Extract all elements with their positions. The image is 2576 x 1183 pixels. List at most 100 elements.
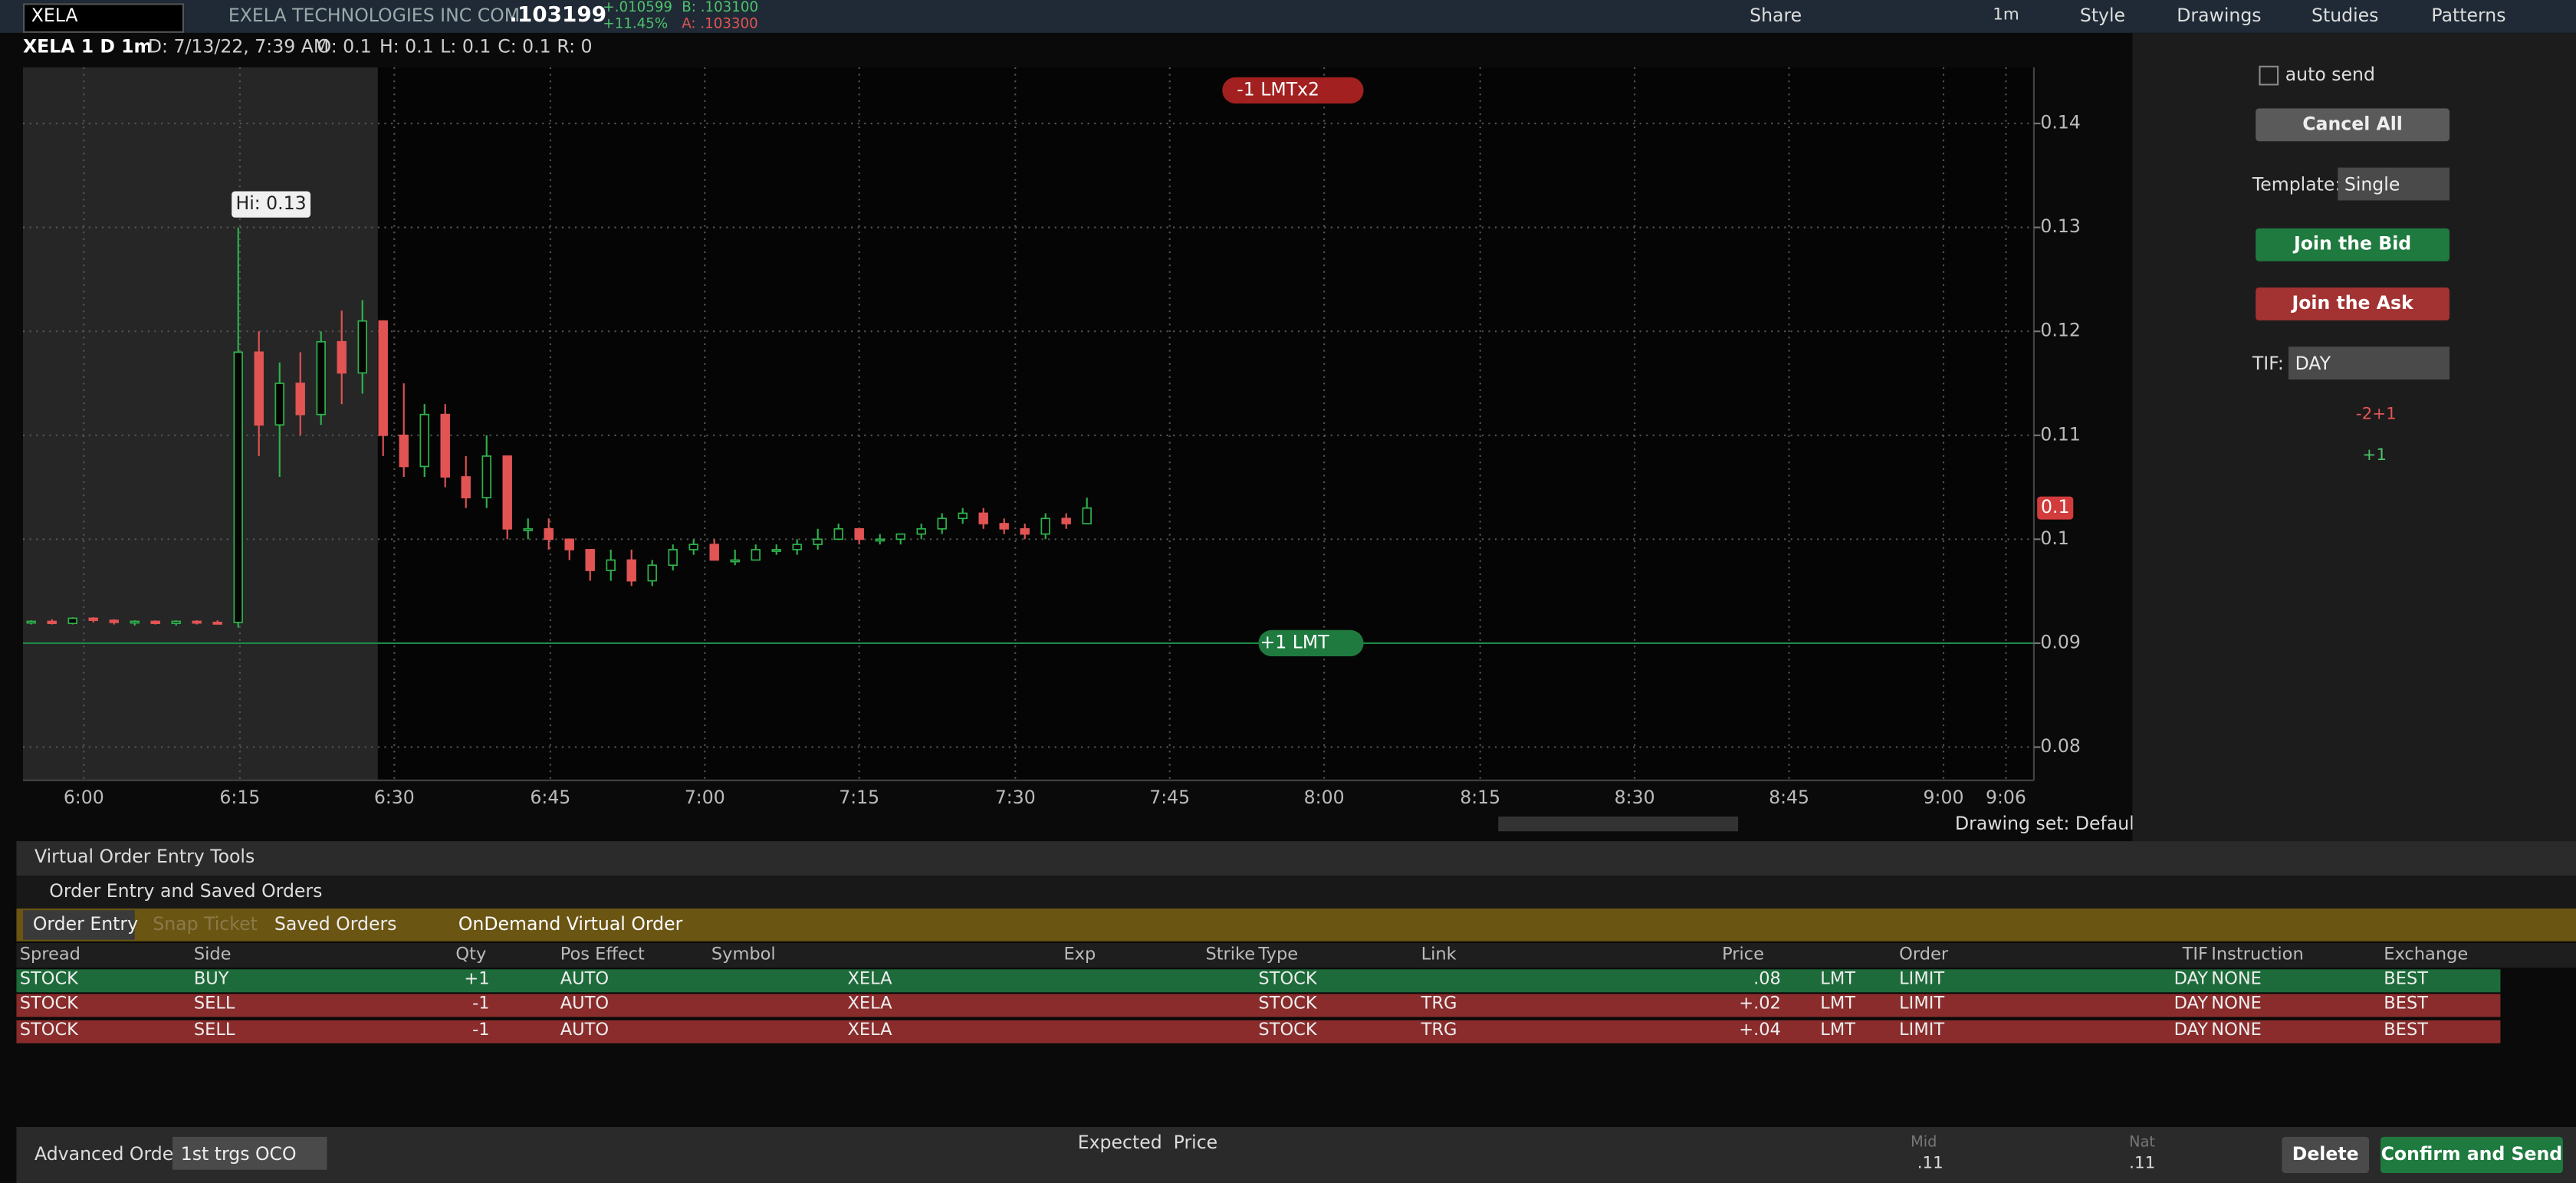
tab[interactable]: Order Entry [33,913,138,935]
sell-order-label: -1 LMTx2 [1237,78,1319,100]
nat-label: Nat [2129,1135,2155,1152]
candle-body [337,342,346,373]
mid-value: .11 [1917,1155,1944,1173]
column-header: Pos Effect [560,943,645,968]
cell-order: LIMIT [1899,993,1944,1017]
order-panel-title: Virtual Order Entry Tools [34,846,255,868]
tab[interactable]: Saved Orders [274,913,397,935]
candle-body [89,618,97,620]
candle-body [689,544,698,550]
y-tick-label: 0.1 [2040,527,2068,549]
candle-body [979,513,987,524]
cell-price-type: LMT [1820,1018,1855,1043]
bottom-bar [16,1127,2576,1183]
candle-body [1000,524,1008,529]
candle-body [627,560,636,580]
section-title[interactable]: Order Entry and Saved Orders [49,881,322,902]
confirm-button[interactable]: Confirm and Send [2380,1137,2563,1173]
column-header: Symbol [711,943,776,968]
buy-order-label: +1 LMT [1260,631,1330,652]
candle-body [68,618,77,623]
advanced-label: Advanced Order: [34,1143,186,1165]
cell-instruction: NONE [2211,968,2262,992]
auto-send-checkbox[interactable] [2259,66,2279,86]
column-header: Exp [1063,943,1096,968]
cell-side: BUY [194,968,229,992]
candle-body [213,623,222,624]
x-tick-label: 9:06 [1986,787,2026,808]
tif-label: TIF: [2252,353,2284,375]
cell-side: SELL [194,993,235,1017]
chart: Drawing set: Default 0.140.130.120.110.1… [0,0,2132,841]
x-tick-label: 7:30 [995,787,1036,808]
candle-body [524,529,532,531]
candle-body [275,383,284,425]
cell-price: +.02 [1739,993,1781,1017]
candle-body [48,621,56,623]
column-header: Type [1258,943,1298,968]
cell-qty: +1 [464,968,489,992]
delete-button[interactable]: Delete [2282,1137,2369,1173]
plot-area [378,67,2034,780]
candle-body [731,560,739,561]
auto-send-label: auto send [2285,64,2375,86]
candle-body [917,529,925,534]
ondemand[interactable]: OnDemand Virtual Order [458,913,682,935]
tab[interactable]: Snap Ticket [153,913,258,935]
cell-pos-effect: AUTO [560,993,609,1017]
candle-body [151,621,159,623]
candle-body [130,621,139,623]
patterns-button[interactable]: Patterns [2431,5,2505,26]
y-tick-label: 0.09 [2040,631,2080,652]
cell-symbol: XELA [847,993,892,1017]
candle-body [399,435,408,467]
candle-body [441,415,449,477]
join-ask-button[interactable]: Join the Ask [2256,288,2450,320]
candle-body [648,565,656,580]
cell-tif: DAY [2174,1018,2208,1043]
cell-symbol: XELA [847,1018,892,1043]
candle-body [938,518,946,529]
column-header: TIF [2183,943,2208,968]
tab-row [16,909,2576,941]
cell-exchange: BEST [2384,993,2428,1017]
x-tick-label: 6:00 [64,787,104,808]
cancel-all-button[interactable]: Cancel All [2256,108,2450,141]
candle-body [255,352,263,425]
cell-order: LIMIT [1899,1018,1944,1043]
cell-instruction: NONE [2211,993,2262,1017]
column-header: Side [194,943,232,968]
advanced-value: 1st trgs OCO [181,1143,297,1165]
cell-exchange: BEST [2384,968,2428,992]
cell-symbol: XELA [847,968,892,992]
position-2: +1 [2362,447,2387,465]
scrollbar[interactable] [1498,817,1738,831]
candle-body [958,513,967,518]
cell-spread: STOCK [20,968,78,992]
candle-body [834,529,843,540]
nat-value: .11 [2129,1155,2155,1173]
drawings-button[interactable]: Drawings [2177,5,2261,26]
candle-body [813,539,822,544]
candle-body [234,352,242,622]
candle-body [606,560,615,570]
join-bid-button[interactable]: Join the Bid [2256,228,2450,261]
y-tick-label: 0.13 [2040,215,2080,237]
side-panel [2132,33,2576,841]
candle-body [420,415,429,467]
column-header: Order [1899,943,1948,968]
candle-body [172,621,180,623]
column-header: Exchange [2384,943,2468,968]
candle-body [586,550,594,570]
expected-price: Expected Price [1078,1132,1217,1153]
candle-body [503,456,511,529]
y-tick-label: 0.14 [2040,112,2080,133]
candle-body [544,529,553,540]
candle-body [855,529,863,540]
column-header: Spread [20,943,80,968]
studies-button[interactable]: Studies [2312,5,2378,26]
cell-price-type: LMT [1820,968,1855,992]
